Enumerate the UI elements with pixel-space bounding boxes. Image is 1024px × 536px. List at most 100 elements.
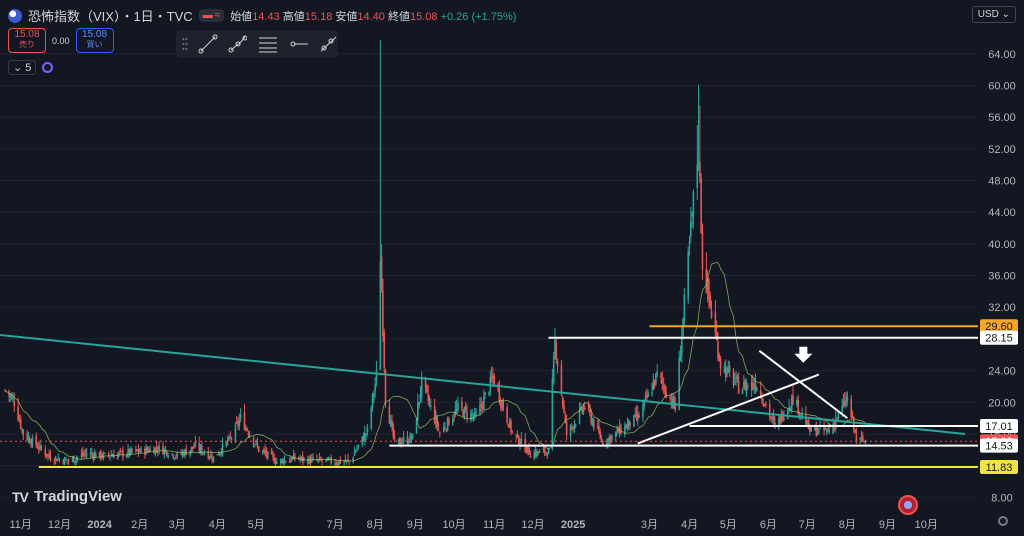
candle-body: [116, 454, 119, 460]
buy-button[interactable]: 15.08 買い: [75, 28, 114, 53]
candle-body: [589, 409, 591, 414]
candle-body: [451, 419, 454, 424]
ray-line-icon[interactable]: [318, 34, 338, 54]
candle-body: [599, 432, 602, 439]
candle-body: [220, 452, 223, 454]
candle-body: [768, 403, 771, 418]
currency-selector[interactable]: USD ⌄: [971, 6, 1016, 23]
candle-body: [750, 382, 753, 391]
candle-body: [247, 432, 250, 436]
y-tick-label: 36.00: [988, 271, 1016, 283]
sync-icon[interactable]: [42, 62, 54, 73]
candle-body: [832, 423, 834, 434]
candle-body: [771, 417, 774, 420]
candle-body: [330, 457, 332, 464]
candle-body: [167, 456, 169, 458]
candle-body: [155, 447, 158, 450]
candle-body: [406, 436, 409, 444]
down-arrow-icon: [794, 346, 813, 363]
candle-body: [182, 452, 185, 457]
candle-body: [243, 412, 246, 430]
candle-body: [457, 403, 459, 410]
chart-header: 恐怖指数（VIX）・1日・TVC ▬ ≈ 始値14.43 高値15.18 安値1…: [8, 6, 516, 25]
candle-body: [44, 449, 47, 456]
candle-body: [498, 389, 501, 402]
candle-body: [656, 371, 658, 375]
candle-body: [836, 417, 838, 419]
candle-body: [426, 385, 428, 393]
series-style-toggle[interactable]: ▬ ≈: [198, 9, 225, 22]
x-tick-label: 6月: [760, 519, 777, 531]
candle-body: [854, 429, 856, 433]
candle-body: [94, 453, 97, 458]
y-tick-label: 52.00: [988, 144, 1016, 156]
candle-body: [225, 441, 228, 447]
candle-body: [779, 415, 781, 424]
candle-body: [633, 415, 635, 427]
candle-body: [81, 452, 84, 456]
candle-body: [292, 454, 295, 460]
candle-body: [300, 456, 303, 459]
drag-handle-icon[interactable]: [182, 37, 188, 51]
candle-body: [261, 451, 264, 453]
candle-body: [392, 423, 395, 437]
candle-body: [634, 414, 636, 416]
candle-body: [454, 409, 457, 416]
candle-body: [862, 436, 864, 442]
candle-body: [354, 451, 357, 453]
indicator-bar: ⌄ 5: [8, 60, 54, 75]
candle-body: [723, 366, 726, 373]
minus-icon: ▬: [202, 10, 213, 21]
candle-body: [125, 455, 128, 458]
candle-body: [797, 400, 799, 414]
candle-body: [828, 428, 831, 432]
candle-body: [507, 424, 510, 428]
trend-line-icon[interactable]: [198, 34, 218, 54]
candle-body: [138, 451, 141, 453]
sell-button[interactable]: 15.08 売り: [8, 28, 46, 53]
candle-body: [591, 421, 594, 425]
candle-body: [643, 400, 646, 406]
symbol-title[interactable]: 恐怖指数（VIX）・1日・TVC: [28, 9, 193, 24]
candle-body: [719, 358, 722, 369]
candle-body: [525, 450, 528, 454]
indicator-toggle[interactable]: ⌄ 5: [8, 60, 37, 75]
y-tick-label: 20.00: [988, 397, 1016, 409]
candle-body: [274, 461, 277, 464]
candle-body: [22, 429, 25, 436]
candle-body: [732, 370, 735, 386]
descending-trendline: [0, 333, 966, 435]
candle-body: [573, 424, 576, 429]
event-flag-icon[interactable]: [898, 495, 918, 515]
y-tick-label: 44.00: [988, 207, 1016, 219]
x-tick-label: 12月: [521, 519, 544, 531]
gear-icon[interactable]: [998, 516, 1008, 526]
candle-body: [473, 412, 476, 417]
candle-body: [600, 439, 603, 441]
candle-body: [110, 455, 113, 457]
candle-body: [582, 407, 585, 414]
candle-body: [380, 256, 383, 292]
candle-body: [63, 457, 66, 465]
multi-point-line-icon[interactable]: [228, 34, 248, 54]
candle-body: [65, 459, 67, 461]
candle-body: [715, 331, 718, 340]
candle-body: [787, 409, 789, 419]
candle-body: [339, 458, 342, 464]
candle-body: [763, 404, 766, 406]
horizontal-lines-icon[interactable]: [257, 34, 279, 54]
candle-body: [291, 457, 294, 460]
trade-panel: 15.08 売り 0.00 15.08 買い: [8, 28, 114, 53]
y-tick-label: 8.00: [991, 492, 1012, 504]
candle-body: [193, 447, 195, 449]
drawn-line: [758, 349, 848, 419]
candle-body: [502, 399, 505, 410]
candle-body: [754, 382, 757, 390]
candle-body: [617, 429, 620, 433]
tv-logo-icon: TV: [12, 488, 29, 505]
horizontal-ray-icon[interactable]: [289, 34, 309, 54]
candle-body: [445, 429, 448, 431]
price-label: 14.53: [985, 441, 1013, 453]
candle-body: [580, 406, 582, 409]
